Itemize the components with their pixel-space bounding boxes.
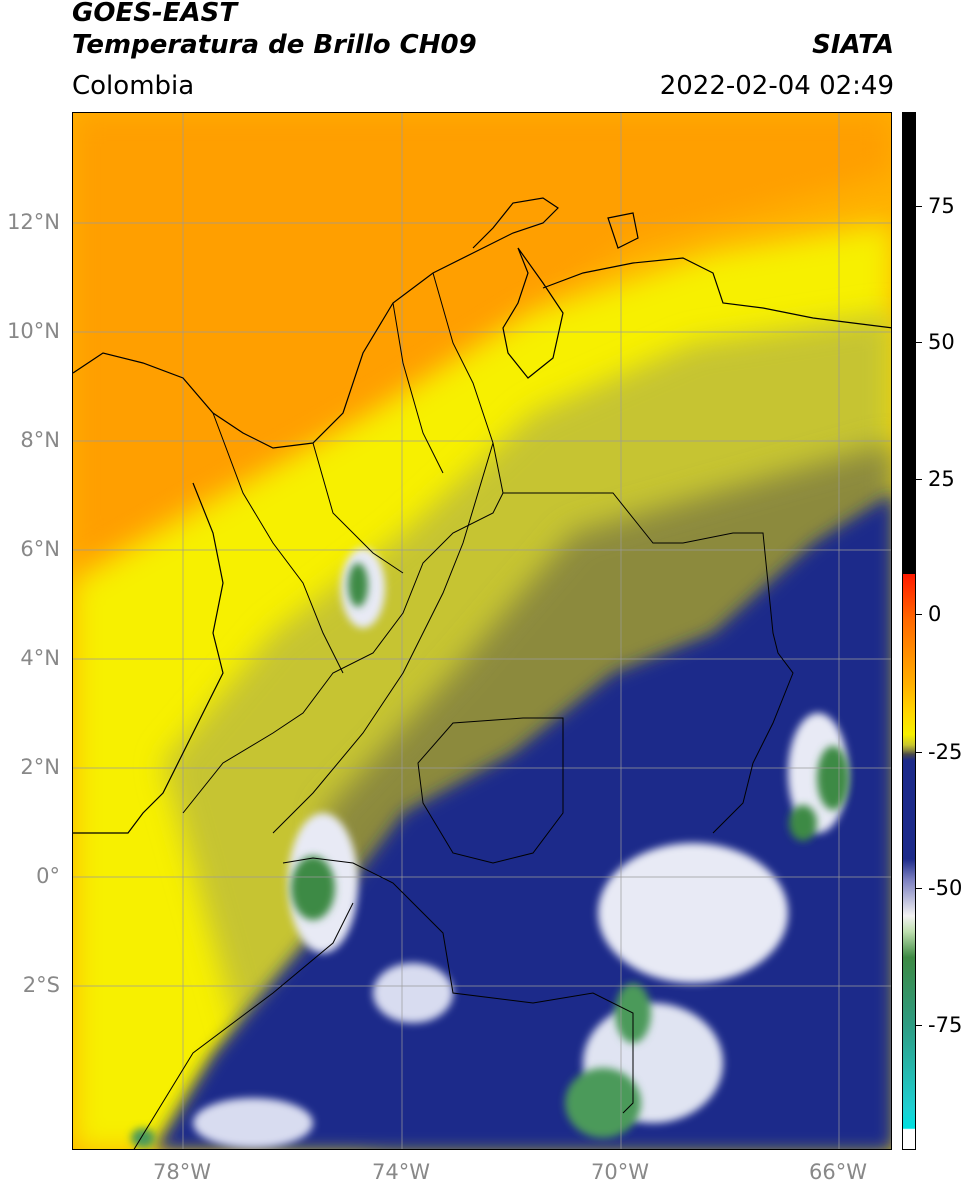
colorbar-tick-label: -75 [928, 1013, 963, 1037]
region-label: Colombia [72, 71, 195, 101]
map-image [73, 113, 891, 1149]
satellite-map [72, 112, 892, 1150]
colorbar [902, 112, 916, 1150]
product-title: GOES-EAST [72, 0, 238, 28]
graticule [73, 113, 891, 1149]
lat-label: 12°N [7, 210, 60, 234]
colorbar-tick-label: 50 [928, 330, 955, 354]
lon-label: 66°W [809, 1160, 867, 1184]
lat-label: 0° [36, 864, 60, 888]
lat-label: 6°N [20, 537, 60, 561]
lat-label: 4°N [20, 646, 60, 670]
lat-label: 2°N [20, 755, 60, 779]
colorbar-tick-label: -50 [928, 876, 963, 900]
coastlines [73, 197, 891, 834]
lat-label: 10°N [7, 319, 60, 343]
lon-label: 74°W [372, 1160, 430, 1184]
country-borders [133, 272, 794, 1149]
colorbar-tick-label: 0 [928, 602, 942, 626]
colorbar-tick-label: 25 [928, 467, 955, 491]
colorbar-tick-label: 75 [928, 194, 955, 218]
colorbar-tick-label: -25 [928, 740, 963, 764]
lat-label: 2°S [22, 973, 60, 997]
lon-label: 78°W [153, 1160, 211, 1184]
product-subtitle: Temperatura de Brillo CH09 [72, 30, 477, 60]
brand-label: SIATA [812, 30, 894, 60]
warm-zone [73, 113, 891, 573]
datetime-label: 2022-02-04 02:49 [659, 71, 894, 101]
coldest-cloud-tops [131, 563, 849, 1148]
lat-label: 8°N [20, 428, 60, 452]
cold-cloud-zone [154, 494, 891, 1149]
lon-label: 70°W [591, 1160, 649, 1184]
